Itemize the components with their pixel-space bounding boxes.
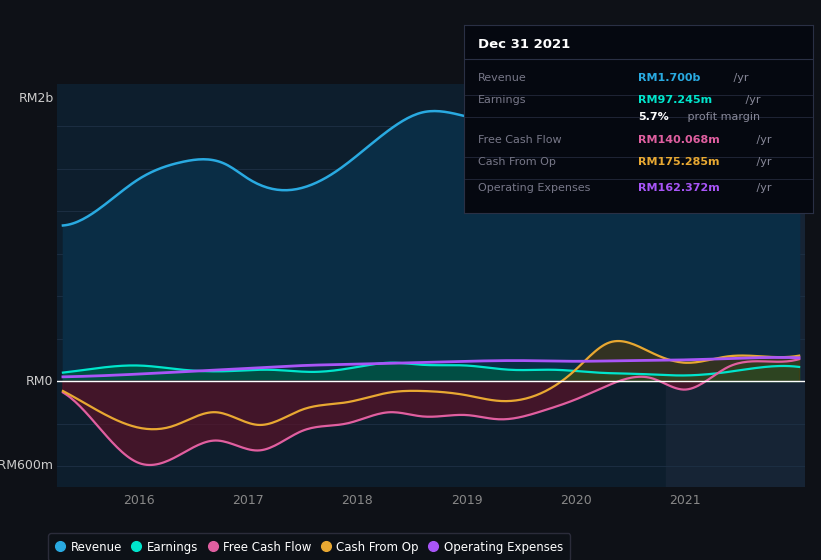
- Text: RM175.285m: RM175.285m: [639, 157, 720, 167]
- Text: 5.7%: 5.7%: [639, 112, 669, 122]
- Text: RM162.372m: RM162.372m: [639, 184, 720, 193]
- Text: Revenue: Revenue: [478, 73, 526, 83]
- Text: /yr: /yr: [754, 157, 772, 167]
- Text: profit margin: profit margin: [685, 112, 760, 122]
- Text: /yr: /yr: [742, 95, 760, 105]
- Text: Earnings: Earnings: [478, 95, 526, 105]
- Text: Operating Expenses: Operating Expenses: [478, 184, 590, 193]
- Text: RM1.700b: RM1.700b: [639, 73, 700, 83]
- Text: RM97.245m: RM97.245m: [639, 95, 713, 105]
- Text: /yr: /yr: [754, 184, 772, 193]
- Text: Free Cash Flow: Free Cash Flow: [478, 134, 562, 144]
- Text: Dec 31 2021: Dec 31 2021: [478, 38, 570, 52]
- Bar: [666, 84, 805, 487]
- Text: RM0: RM0: [26, 375, 53, 388]
- Legend: Revenue, Earnings, Free Cash Flow, Cash From Op, Operating Expenses: Revenue, Earnings, Free Cash Flow, Cash …: [48, 534, 570, 560]
- Text: -RM600m: -RM600m: [0, 459, 53, 473]
- Text: /yr: /yr: [754, 134, 772, 144]
- Text: /yr: /yr: [731, 73, 749, 83]
- Text: RM140.068m: RM140.068m: [639, 134, 720, 144]
- Text: RM2b: RM2b: [19, 92, 53, 105]
- Text: Cash From Op: Cash From Op: [478, 157, 556, 167]
